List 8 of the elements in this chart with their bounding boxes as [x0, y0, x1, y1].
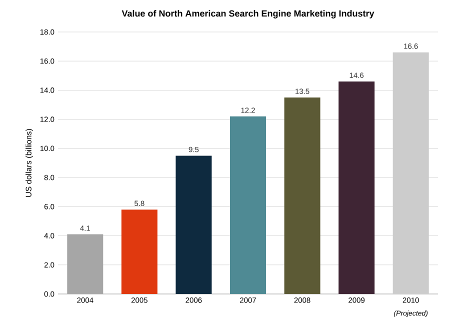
y-axis-title: US dollars (billions) [26, 129, 34, 197]
bar [176, 156, 212, 294]
chart-title: Value of North American Search Engine Marketing Industry [122, 10, 374, 18]
bar [284, 97, 320, 294]
bar [338, 81, 375, 294]
bar [230, 116, 266, 294]
bar [67, 234, 104, 294]
bar [121, 210, 158, 294]
